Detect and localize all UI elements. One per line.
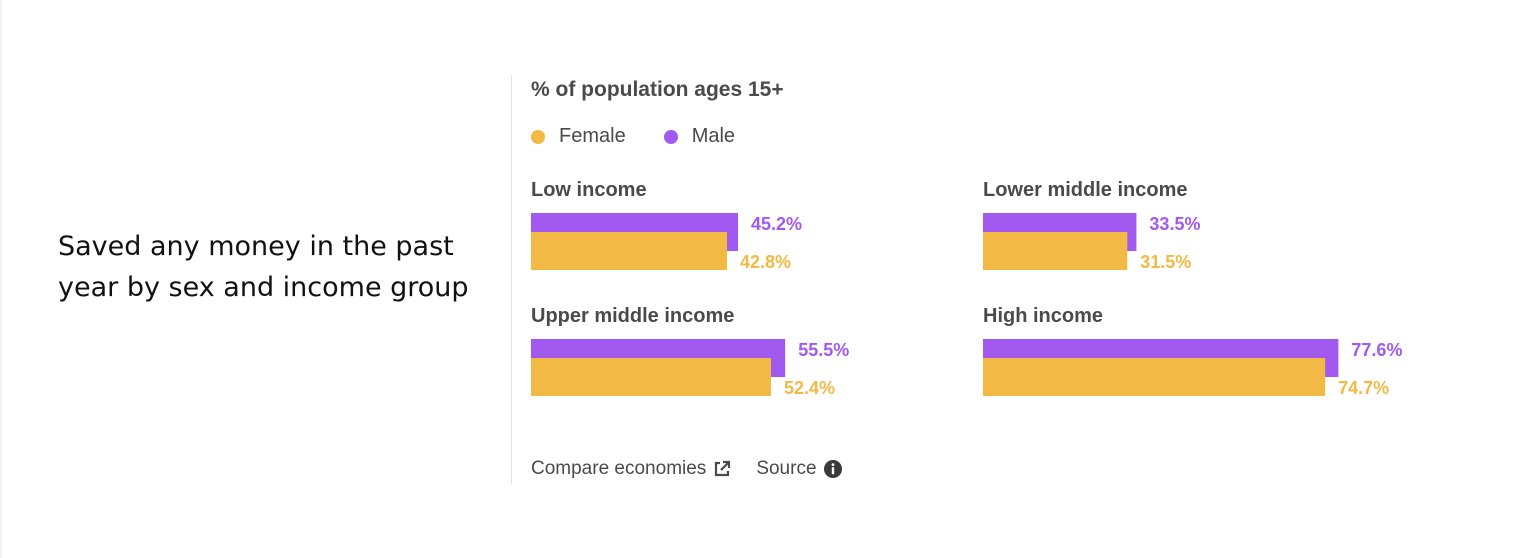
chart-subtitle: % of population ages 15+ — [531, 78, 784, 101]
legend-label-male: Male — [691, 125, 736, 147]
compare-economies-link[interactable]: Compare economies — [531, 458, 732, 480]
chart-area: % of population ages 15+ Female Male Low… — [531, 74, 1491, 494]
chart-footer: Compare economies Source — [531, 458, 843, 480]
legend-item-female[interactable]: Female — [531, 125, 626, 148]
value-label-female-high-income: 74.7% — [1338, 378, 1389, 398]
category-label-lower-middle-income: Lower middle income — [983, 179, 1187, 201]
value-label-male-lower-middle-income: 33.5% — [1149, 214, 1200, 234]
category-label-high-income: High income — [983, 305, 1103, 327]
divider — [511, 75, 512, 484]
legend-item-male[interactable]: Male — [663, 125, 736, 148]
value-label-female-lower-middle-income: 31.5% — [1140, 252, 1191, 272]
bar-female-lower-middle-income — [983, 232, 1128, 270]
legend: Female Male — [531, 125, 735, 148]
male-dot-icon — [663, 129, 678, 144]
category-label-upper-middle-income: Upper middle income — [531, 305, 734, 327]
chart-title: Saved any money in the past year by sex … — [58, 231, 469, 303]
bar-female-low-income — [531, 232, 728, 270]
value-label-male-upper-middle-income: 55.5% — [798, 340, 849, 360]
bar-chart: Low income 45.2% 42.8% Lower middle income 3… — [531, 179, 1402, 398]
category-label-low-income: Low income — [531, 179, 647, 201]
external-link-icon — [715, 460, 731, 477]
value-label-male-high-income: 77.6% — [1351, 340, 1402, 360]
source-label: Source — [756, 458, 817, 479]
female-dot-icon — [531, 129, 545, 144]
bar-female-high-income — [983, 358, 1326, 396]
info-icon — [823, 460, 842, 478]
bar-female-upper-middle-income — [531, 358, 771, 396]
page-edge — [0, 0, 2, 558]
value-label-female-upper-middle-income: 52.4% — [784, 378, 835, 398]
legend-label-female: Female — [559, 125, 626, 147]
source-button[interactable]: Source — [756, 458, 842, 480]
compare-economies-label: Compare economies — [531, 458, 707, 479]
value-label-male-low-income: 45.2% — [751, 214, 802, 234]
value-label-female-low-income: 42.8% — [740, 252, 791, 272]
